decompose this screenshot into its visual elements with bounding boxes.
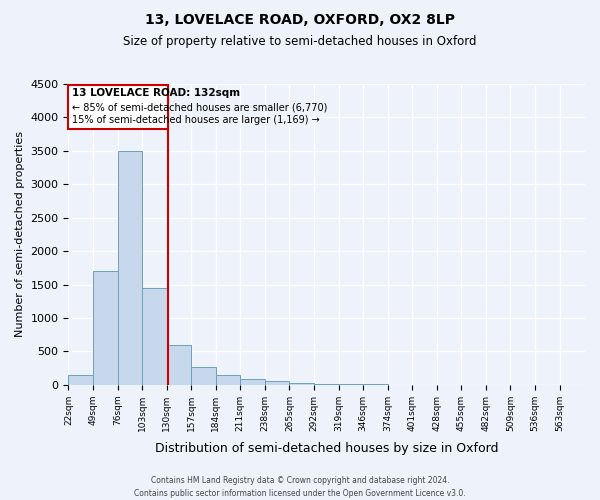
FancyBboxPatch shape <box>68 86 169 130</box>
X-axis label: Distribution of semi-detached houses by size in Oxford: Distribution of semi-detached houses by … <box>155 442 499 455</box>
Bar <box>265 382 289 385</box>
Bar <box>240 379 265 385</box>
Bar <box>191 366 216 385</box>
Bar <box>167 344 191 385</box>
Bar <box>338 384 363 385</box>
Bar <box>216 375 240 385</box>
Text: 13, LOVELACE ROAD, OXFORD, OX2 8LP: 13, LOVELACE ROAD, OXFORD, OX2 8LP <box>145 12 455 26</box>
Bar <box>118 151 142 385</box>
Y-axis label: Number of semi-detached properties: Number of semi-detached properties <box>15 132 25 338</box>
Bar <box>142 288 167 385</box>
Text: ← 85% of semi-detached houses are smaller (6,770): ← 85% of semi-detached houses are smalle… <box>72 102 328 113</box>
Bar <box>289 383 314 385</box>
Bar <box>93 271 118 385</box>
Text: Size of property relative to semi-detached houses in Oxford: Size of property relative to semi-detach… <box>123 35 477 48</box>
Bar <box>314 384 338 385</box>
Text: 13 LOVELACE ROAD: 132sqm: 13 LOVELACE ROAD: 132sqm <box>72 88 240 99</box>
Bar <box>68 375 93 385</box>
Text: Contains HM Land Registry data © Crown copyright and database right 2024.
Contai: Contains HM Land Registry data © Crown c… <box>134 476 466 498</box>
Text: 15% of semi-detached houses are larger (1,169) →: 15% of semi-detached houses are larger (… <box>72 115 320 125</box>
